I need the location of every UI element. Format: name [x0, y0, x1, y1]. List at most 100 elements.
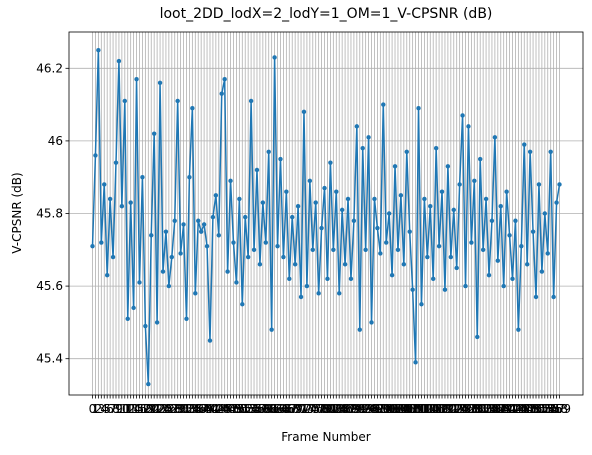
x-tick-label: 19: [141, 402, 156, 416]
x-tick-label: 132: [469, 402, 492, 416]
data-point: [243, 214, 248, 220]
data-point: [357, 327, 362, 332]
x-tick-label: 40: [202, 402, 217, 416]
x-tick-label: 155: [536, 402, 559, 416]
data-point: [516, 327, 521, 332]
x-tick-label: 26: [161, 402, 176, 416]
x-tick-label: 13: [123, 402, 138, 416]
data-point: [254, 167, 260, 173]
data-point: [213, 193, 219, 198]
x-tick-label: 142: [498, 402, 521, 416]
x-tick-label: 45: [217, 402, 232, 416]
data-point: [275, 243, 280, 249]
data-point: [445, 164, 451, 169]
x-tick-label: 135: [478, 402, 501, 416]
data-point: [225, 269, 230, 274]
x-tick-label: 56: [249, 402, 264, 416]
data-point: [181, 222, 186, 227]
data-point: [196, 218, 201, 223]
x-tick-label: 133: [472, 402, 495, 416]
x-tick-label: 69: [288, 402, 303, 416]
data-point: [137, 280, 142, 285]
data-point: [160, 269, 166, 274]
data-point: [172, 218, 177, 223]
data-point: [222, 76, 227, 82]
x-tick-label: 103: [384, 402, 407, 416]
data-point: [272, 55, 277, 60]
x-tick-label: 6: [106, 402, 114, 416]
data-point: [489, 218, 495, 223]
x-tick-label: 146: [510, 402, 533, 416]
data-point: [431, 276, 436, 282]
x-tick-label: 50: [232, 402, 247, 416]
x-tick-label: 59: [258, 402, 273, 416]
x-tick-label: 22: [149, 402, 164, 416]
data-point: [151, 131, 157, 136]
data-point: [210, 214, 216, 220]
y-tick-label: 45.6: [36, 279, 63, 293]
x-tick-label: 108: [398, 402, 421, 416]
data-point: [234, 280, 239, 285]
data-point: [363, 247, 368, 252]
data-point: [281, 254, 286, 260]
x-tick-label: 16: [132, 402, 147, 416]
data-point: [337, 291, 342, 296]
x-tick-label: 36: [191, 402, 206, 416]
x-tick-label: 1: [92, 402, 100, 416]
x-tick-label: 32: [179, 402, 194, 416]
x-tick-label: 33: [182, 402, 197, 416]
x-tick-label: 77: [311, 402, 326, 416]
data-point: [113, 160, 119, 165]
data-point: [187, 175, 192, 180]
x-tick-label: 111: [407, 402, 430, 416]
x-tick-label: 52: [238, 402, 253, 416]
x-tick-label: 122: [439, 402, 462, 416]
data-point: [439, 189, 445, 194]
x-tick-label: 136: [480, 402, 503, 416]
x-tick-label: 157: [542, 402, 565, 416]
x-tick-label: 2: [95, 402, 103, 416]
x-tick-label: 7: [109, 402, 117, 416]
data-point: [313, 200, 318, 205]
x-tick-label: 125: [448, 402, 471, 416]
data-point: [386, 211, 392, 216]
data-point: [348, 276, 354, 282]
data-point: [231, 240, 236, 245]
x-tick-label: 47: [223, 402, 238, 416]
x-tick-label: 115: [419, 402, 442, 416]
x-tick-label: 89: [346, 402, 361, 416]
x-tick-label: 119: [431, 402, 454, 416]
x-tick-label: 129: [460, 402, 483, 416]
x-tick-label: 141: [495, 402, 518, 416]
data-point: [413, 360, 418, 365]
x-tick-label: 25: [158, 402, 173, 416]
x-tick-label: 10: [114, 402, 129, 416]
x-tick-label: 154: [533, 402, 556, 416]
data-point: [310, 247, 315, 252]
data-point: [557, 182, 562, 187]
data-point: [530, 229, 536, 234]
x-axis-label: Frame Number: [281, 430, 370, 444]
data-point: [116, 58, 122, 64]
data-point: [190, 106, 195, 111]
data-point: [307, 178, 313, 184]
data-point: [404, 149, 409, 154]
data-point: [401, 262, 407, 267]
data-point: [134, 76, 139, 82]
data-point: [128, 200, 133, 205]
data-point: [260, 200, 266, 205]
data-point: [495, 258, 501, 263]
x-tick-label: 61: [264, 402, 279, 416]
data-point: [278, 156, 283, 162]
data-point: [240, 302, 245, 307]
data-point: [290, 214, 295, 220]
data-point: [548, 149, 553, 154]
data-point: [354, 124, 360, 129]
data-point: [251, 247, 257, 252]
x-tick-label: 83: [329, 402, 344, 416]
data-point: [422, 196, 427, 202]
x-tick-label: 75: [305, 402, 320, 416]
y-tick-label: 46: [48, 134, 63, 148]
x-tick-label: 86: [337, 402, 352, 416]
data-point: [486, 273, 492, 278]
